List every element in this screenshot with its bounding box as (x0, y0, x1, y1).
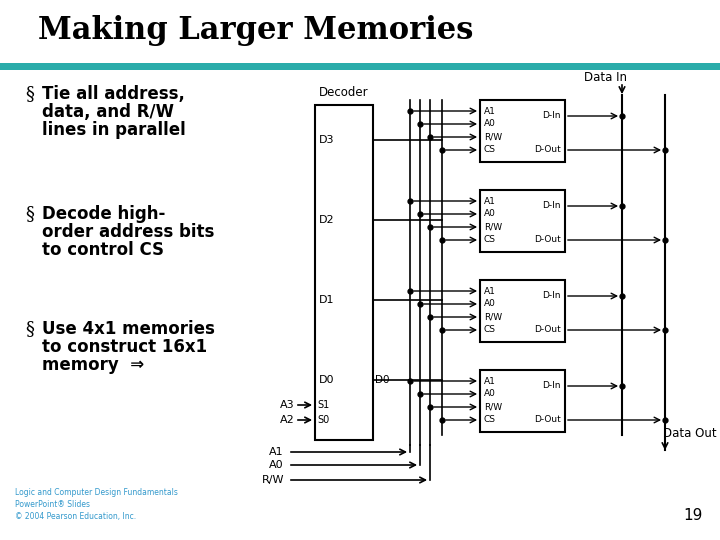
Text: A1: A1 (484, 197, 496, 206)
Text: Making Larger Memories: Making Larger Memories (38, 15, 473, 46)
Text: A3: A3 (280, 400, 294, 410)
Text: 19: 19 (683, 508, 703, 523)
Text: to construct 16x1: to construct 16x1 (42, 338, 207, 356)
Text: lines in parallel: lines in parallel (42, 121, 186, 139)
Text: D3: D3 (319, 135, 335, 145)
Text: §: § (25, 205, 34, 223)
Text: D1: D1 (319, 295, 335, 305)
Text: A0: A0 (484, 119, 496, 129)
Text: to control CS: to control CS (42, 241, 164, 259)
Text: Decode high-: Decode high- (42, 205, 166, 223)
Text: CS: CS (484, 145, 496, 154)
Text: Data In: Data In (584, 71, 627, 84)
Text: CS: CS (484, 326, 496, 334)
Text: R/W: R/W (484, 402, 502, 411)
Text: Decoder: Decoder (319, 86, 369, 99)
Bar (480, 370, 565, 432)
Bar (480, 280, 565, 342)
Text: A1: A1 (484, 287, 496, 295)
Text: D-In: D-In (542, 201, 561, 211)
Text: D-In: D-In (542, 111, 561, 120)
Text: D0: D0 (319, 375, 335, 385)
Text: Use 4x1 memories: Use 4x1 memories (42, 320, 215, 338)
Bar (0, 63, 720, 70)
Text: D2: D2 (319, 215, 335, 225)
Text: A1: A1 (484, 376, 496, 386)
Text: D0: D0 (375, 375, 390, 385)
Text: A2: A2 (280, 415, 294, 425)
Text: §: § (25, 85, 34, 103)
Text: Logic and Computer Design Fundamentals
PowerPoint® Slides
© 2004 Pearson Educati: Logic and Computer Design Fundamentals P… (15, 488, 178, 521)
Text: order address bits: order address bits (42, 223, 215, 241)
Text: R/W: R/W (261, 475, 284, 485)
Text: R/W: R/W (484, 313, 502, 321)
Text: Data Out: Data Out (663, 427, 717, 440)
Text: D-Out: D-Out (534, 326, 561, 334)
Text: D-Out: D-Out (534, 145, 561, 154)
Text: Tie all address,: Tie all address, (42, 85, 185, 103)
Text: A1: A1 (484, 106, 496, 116)
Text: data, and R/W: data, and R/W (42, 103, 174, 121)
Text: A0: A0 (484, 300, 496, 308)
Text: S1: S1 (317, 400, 329, 410)
Text: R/W: R/W (484, 222, 502, 232)
Text: A0: A0 (269, 460, 284, 470)
Text: D-Out: D-Out (534, 415, 561, 424)
Text: §: § (25, 320, 34, 338)
Bar (480, 190, 565, 252)
Bar (480, 100, 565, 162)
Text: A0: A0 (484, 210, 496, 219)
Text: A0: A0 (484, 389, 496, 399)
Text: A1: A1 (269, 447, 284, 457)
Text: D-In: D-In (542, 292, 561, 300)
Text: S0: S0 (317, 415, 329, 425)
Text: CS: CS (484, 235, 496, 245)
Text: D-Out: D-Out (534, 235, 561, 245)
Text: CS: CS (484, 415, 496, 424)
Text: R/W: R/W (484, 132, 502, 141)
Text: D-In: D-In (542, 381, 561, 390)
Bar (315, 105, 373, 440)
Text: memory  ⇒: memory ⇒ (42, 356, 144, 374)
